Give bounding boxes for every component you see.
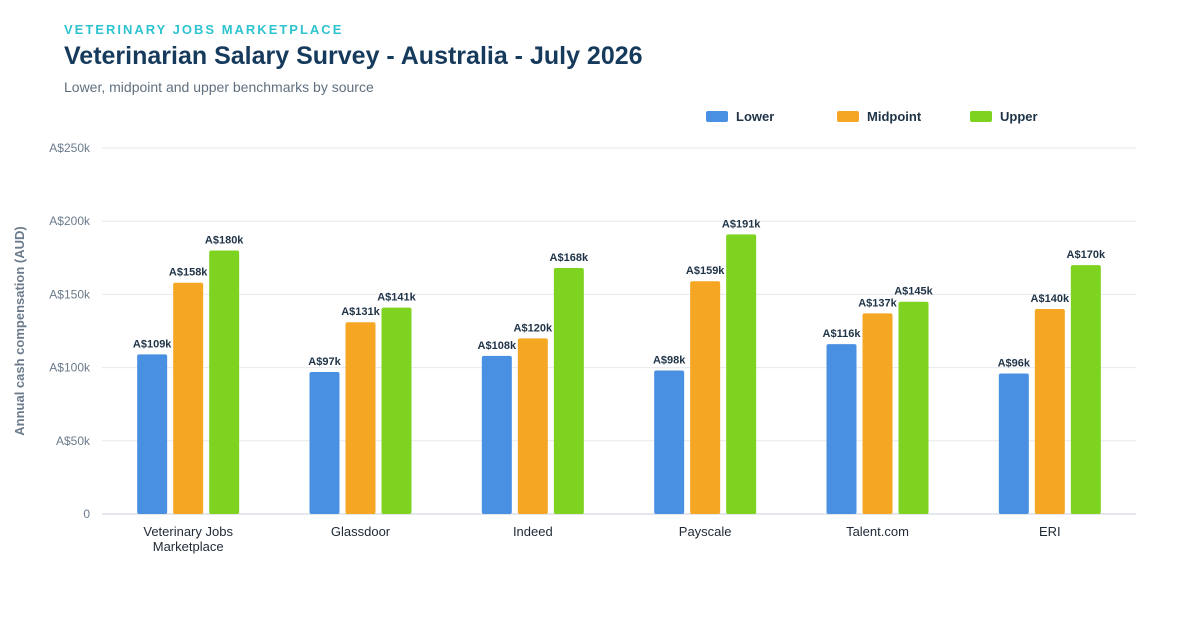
data-label: A$168k: [550, 252, 589, 264]
bar-lower: [309, 371, 340, 514]
x-tick-label: Marketplace: [153, 539, 224, 554]
legend-label-upper: Upper: [1000, 109, 1038, 124]
data-label: A$137k: [858, 297, 897, 309]
y-tick-label: A$150k: [49, 287, 91, 301]
data-label: A$109k: [133, 338, 172, 350]
data-label: A$108k: [478, 340, 517, 352]
y-axis-title: Annual cash compensation (AUD): [12, 226, 27, 435]
data-label: A$116k: [823, 328, 862, 340]
y-tick-label: A$200k: [49, 214, 91, 228]
bar-midpoint: [1034, 309, 1065, 514]
bar-upper: [381, 307, 412, 514]
y-tick-label: A$50k: [56, 434, 91, 448]
data-label: A$191k: [722, 218, 761, 230]
x-tick-label: Talent.com: [846, 524, 909, 539]
data-label: A$145k: [894, 286, 933, 298]
x-tick-label: ERI: [1039, 524, 1061, 539]
data-label: A$97k: [308, 356, 341, 368]
legend-swatch-lower: [706, 111, 728, 122]
bar-lower: [826, 344, 857, 514]
data-label: A$131k: [341, 306, 380, 318]
data-label: A$98k: [653, 355, 686, 367]
data-label: A$170k: [1067, 249, 1106, 261]
x-tick-label: Indeed: [513, 524, 553, 539]
bar-midpoint: [173, 282, 204, 514]
data-label: A$159k: [686, 265, 725, 277]
page-title: Veterinarian Salary Survey - Australia -…: [64, 42, 643, 70]
bar-lower: [998, 373, 1029, 514]
legend-swatch-upper: [970, 111, 992, 122]
bar-upper: [726, 234, 757, 514]
data-label: A$141k: [377, 292, 416, 304]
y-tick-label: A$100k: [49, 361, 91, 375]
x-tick-label: Glassdoor: [331, 524, 391, 539]
data-label: A$140k: [1031, 293, 1070, 305]
bar-midpoint: [345, 322, 376, 514]
x-tick-label: Payscale: [679, 524, 732, 539]
data-label: A$158k: [169, 267, 208, 279]
page-subtitle: Lower, midpoint and upper benchmarks by …: [64, 79, 374, 95]
bar-midpoint: [690, 281, 721, 514]
bar-upper: [553, 268, 584, 514]
legend-label-midpoint: Midpoint: [867, 109, 922, 124]
bar-upper: [1070, 265, 1101, 514]
bar-lower: [481, 355, 512, 514]
data-label: A$120k: [514, 322, 553, 334]
legend-label-lower: Lower: [736, 109, 774, 124]
bar-upper: [898, 301, 929, 514]
bar-lower: [137, 354, 168, 514]
data-label: A$180k: [205, 234, 244, 246]
eyebrow-label: VETERINARY JOBS MARKETPLACE: [64, 22, 344, 37]
bar-midpoint: [517, 338, 548, 514]
y-tick-label: A$250k: [49, 141, 91, 155]
y-tick-label: 0: [83, 507, 90, 521]
x-tick-label: Veterinary Jobs: [143, 524, 233, 539]
data-label: A$96k: [998, 357, 1031, 369]
bar-lower: [654, 370, 685, 514]
legend-swatch-midpoint: [837, 111, 859, 122]
bar-upper: [209, 250, 240, 515]
bar-midpoint: [862, 313, 893, 514]
